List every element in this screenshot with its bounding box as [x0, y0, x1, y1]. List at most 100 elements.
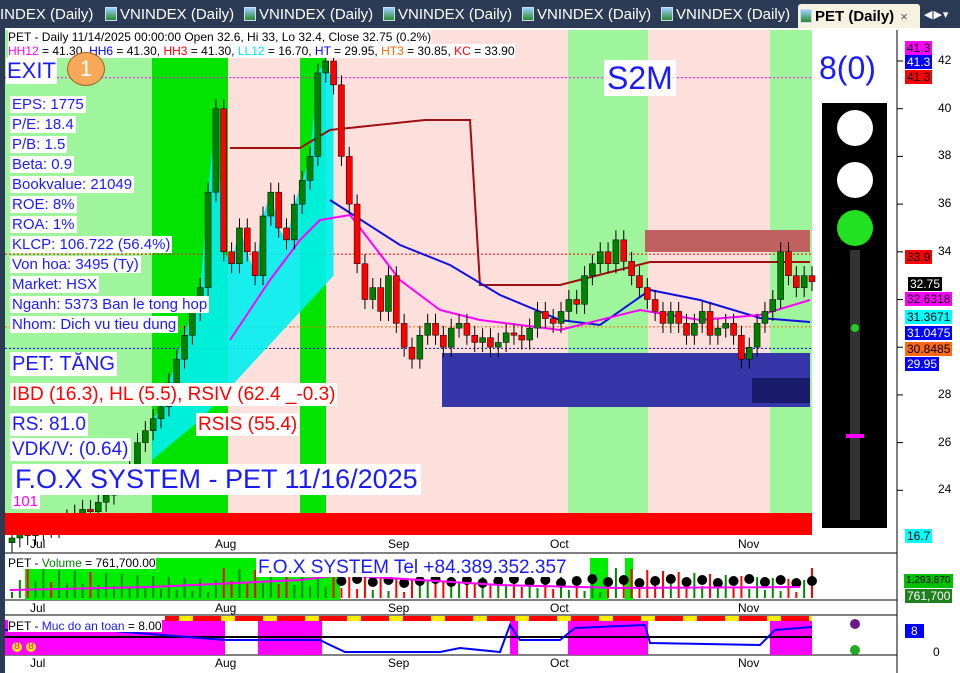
candle: [306, 156, 314, 181]
level-key: HT3: [381, 44, 404, 58]
safety-strip: [193, 616, 207, 621]
status-segment: [617, 513, 635, 535]
candle: [416, 335, 424, 360]
volume-value-tag: 761,700: [905, 589, 953, 603]
safety-strip: [809, 616, 812, 621]
low-label: 101: [11, 493, 41, 510]
candle: [267, 191, 275, 217]
fundamental-item: P/B: 1.5: [10, 136, 68, 153]
status-segment: [203, 513, 221, 535]
status-segment: [707, 513, 725, 535]
month-label: Sep: [388, 537, 410, 551]
light-middle: [837, 162, 873, 198]
candle: [87, 509, 94, 513]
candle: [738, 335, 745, 360]
chart-icon: [383, 7, 395, 21]
month-label: Sep: [388, 656, 410, 670]
safety-strip: [613, 616, 627, 621]
tab-vnindex-4[interactable]: VNINDEX (Daily): [520, 0, 659, 28]
month-label: Oct: [550, 537, 569, 551]
level-value: = 41.30,: [113, 44, 164, 58]
safety-marker: 8: [10, 640, 24, 654]
chart-icon: [244, 7, 256, 21]
level-value: = 33.90: [470, 44, 515, 58]
tab-scroll-icon[interactable]: ◀▶▾: [924, 8, 950, 21]
price-level-tag: 33.9: [905, 250, 933, 264]
tab-vnindex-5[interactable]: VNINDEX (Daily): [659, 0, 798, 28]
candle: [251, 251, 259, 276]
candle: [542, 311, 549, 319]
volume-band: [590, 558, 608, 600]
price-level-tag: 29.95: [905, 357, 940, 371]
volume-dot: [681, 577, 692, 587]
safety-strip: [305, 616, 319, 621]
status-segment: [257, 513, 275, 535]
safety-strip: [389, 616, 403, 621]
candle: [149, 418, 157, 431]
trend-line: [230, 119, 810, 286]
status-segment: [239, 513, 257, 535]
tab-vnindex-3[interactable]: VNINDEX (Daily): [381, 0, 520, 28]
safety-strip: [445, 616, 459, 621]
status-segment: [545, 513, 563, 535]
candle: [518, 335, 526, 341]
safety-value-tag: 8: [905, 624, 924, 638]
candle: [393, 275, 400, 324]
signal-pole: [850, 250, 860, 520]
contact-text: F.O.X SYSTEM Tel +84.389.352.357: [256, 557, 569, 578]
safety-strip: [641, 616, 655, 621]
candle: [275, 191, 282, 229]
close-tab-icon[interactable]: ×: [900, 8, 908, 24]
candle: [408, 346, 416, 360]
volume-dot: [650, 576, 661, 586]
safety-strip: [403, 616, 417, 621]
candle: [95, 501, 102, 513]
candle: [377, 287, 384, 312]
fundamental-item: Von hoa: 3495 (Ty): [10, 256, 141, 273]
candle: [495, 342, 502, 348]
safety-strip: [571, 616, 585, 621]
safety-line: [5, 622, 813, 654]
candle: [644, 287, 651, 300]
safety-strip: [207, 616, 221, 621]
candle: [361, 263, 369, 300]
candle: [785, 251, 792, 276]
safety-strip: [221, 616, 235, 621]
candle: [189, 311, 196, 336]
fundamental-item: Nhom: Dich vu tieu dung: [10, 316, 179, 333]
price-tick-label: 42: [938, 53, 952, 67]
price-tick-label: 24: [938, 482, 952, 497]
safety-strip: [585, 616, 599, 621]
safety-strip: [431, 616, 445, 621]
safety-strip: [165, 616, 179, 621]
trend-label: PET: TĂNG: [10, 352, 117, 376]
price-level-tag: 32.75: [908, 277, 943, 291]
safety-strip: [249, 616, 263, 621]
status-segment: [221, 513, 239, 535]
tab-index[interactable]: INDEX (Daily): [0, 5, 94, 23]
candle: [510, 332, 518, 336]
volume-dot: [665, 574, 676, 584]
candle: [8, 537, 16, 544]
safety-strip: [683, 616, 697, 621]
volume-dot: [603, 577, 614, 587]
exit-label: EXIT: [6, 58, 57, 84]
candle: [400, 323, 408, 348]
candle: [369, 287, 377, 300]
candle: [667, 311, 675, 324]
candle: [636, 275, 643, 288]
status-segment: [167, 513, 185, 535]
tab-pet[interactable]: PET (Daily) ×: [798, 4, 920, 28]
tab-vnindex-2[interactable]: VNINDEX (Daily): [242, 0, 381, 28]
volume-dot: [759, 577, 770, 587]
safety-strip: [599, 616, 613, 621]
safety-strip: [417, 616, 431, 621]
status-segment: [563, 513, 581, 535]
support-zone: [442, 353, 810, 407]
candle: [761, 311, 769, 324]
volume-dot: [493, 576, 504, 586]
safety-strip: [277, 616, 291, 621]
month-label: Aug: [215, 537, 237, 551]
tab-vnindex-1[interactable]: VNINDEX (Daily): [103, 0, 242, 28]
status-segment: [311, 513, 329, 535]
